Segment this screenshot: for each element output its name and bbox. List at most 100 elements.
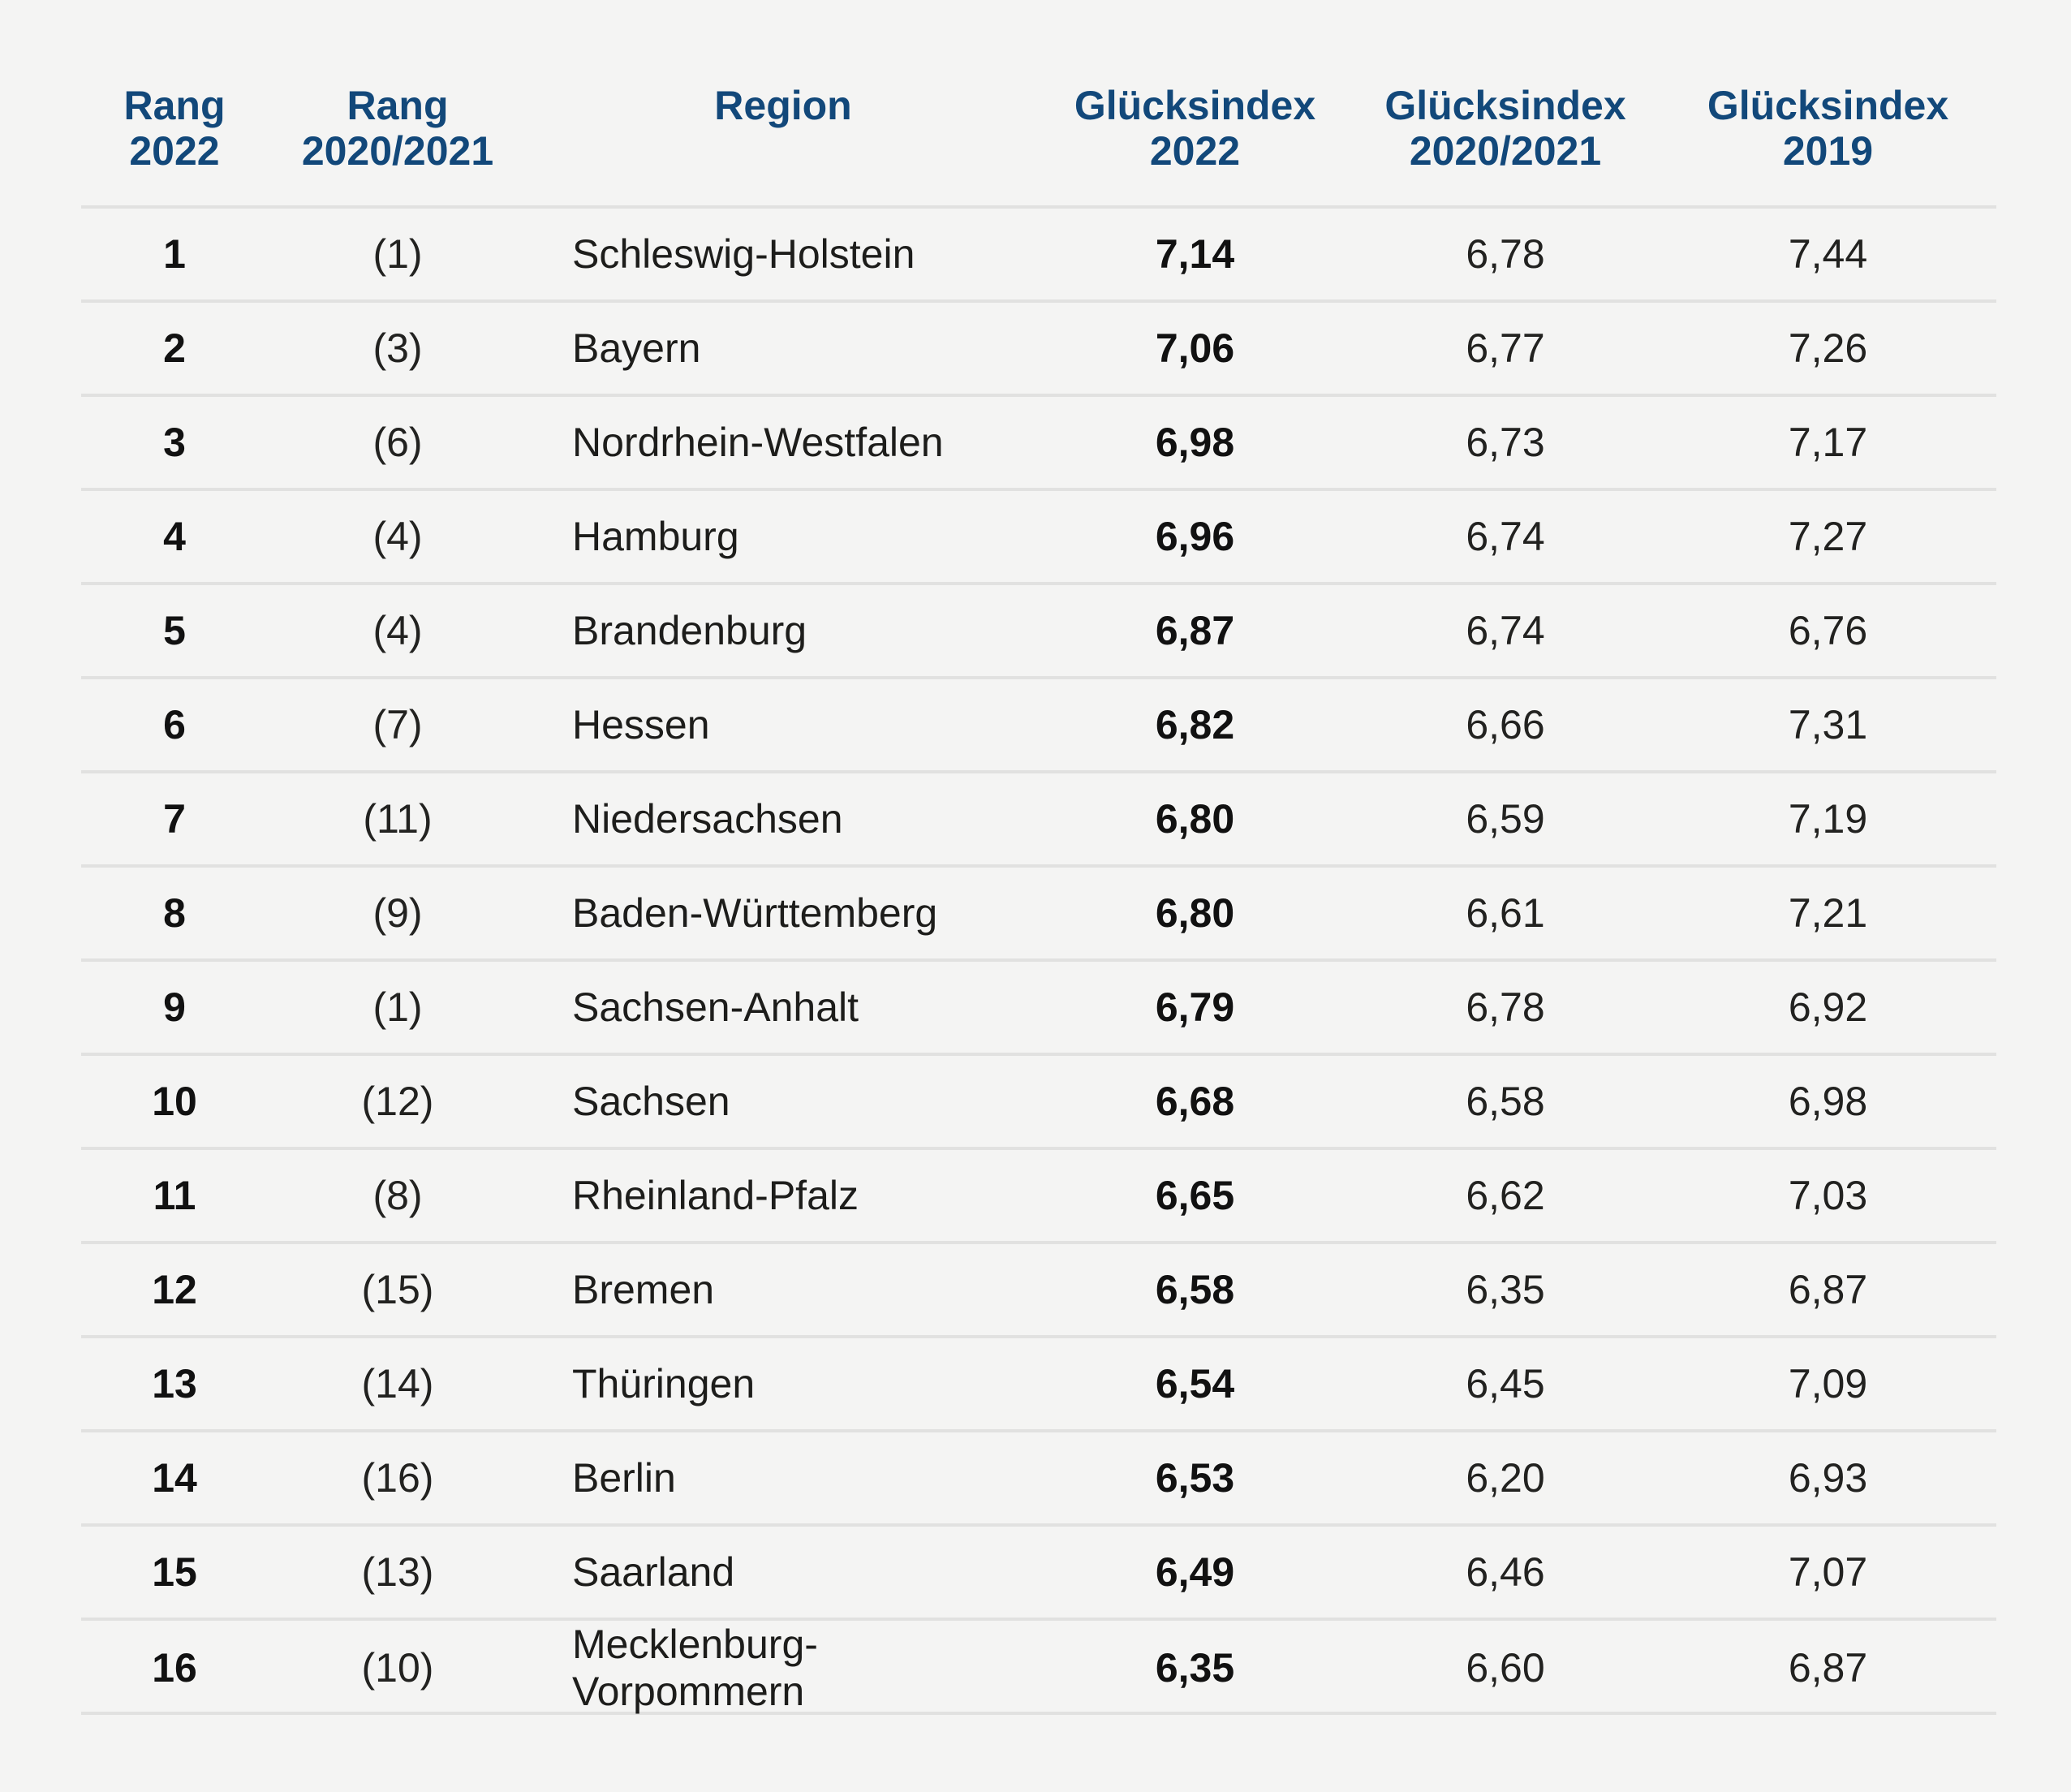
rank-2020-2021: (16) xyxy=(361,1455,434,1501)
gluecksindex-2020-2021: 6,20 xyxy=(1466,1455,1545,1501)
header-line: 2022 xyxy=(129,128,220,174)
rank-2022: 11 xyxy=(153,1173,196,1218)
rank-2020-2021: (4) xyxy=(372,608,423,653)
gluecksindex-2022: 6,54 xyxy=(1155,1361,1235,1406)
gluecksindex-2022: 6,65 xyxy=(1155,1173,1235,1218)
gluecksindex-2019: 6,92 xyxy=(1788,984,1868,1030)
gluecksindex-2022: 7,14 xyxy=(1155,231,1235,277)
gluecksindex-2022: 6,82 xyxy=(1155,702,1235,747)
region-name: Hamburg xyxy=(572,514,739,559)
table-row: 11 (8) Rheinland-Pfalz 6,65 6,62 7,03 xyxy=(81,1150,1996,1244)
region-name: Nordrhein-Westfalen xyxy=(572,420,944,465)
rank-2020-2021: (7) xyxy=(372,702,423,747)
gluecksindex-2019: 7,19 xyxy=(1788,796,1868,842)
gluecksindex-2020-2021: 6,60 xyxy=(1466,1645,1545,1691)
header-line: Rang xyxy=(123,83,226,128)
gluecksindex-2019: 7,31 xyxy=(1788,702,1868,747)
gluecksindex-2019: 7,07 xyxy=(1788,1549,1868,1595)
rank-2022: 14 xyxy=(152,1455,197,1501)
region-name: Brandenburg xyxy=(572,608,807,653)
region-name: Niedersachsen xyxy=(572,796,843,842)
rank-2022: 4 xyxy=(163,514,186,559)
header-line: 2020/2021 xyxy=(301,128,494,174)
rank-2020-2021: (11) xyxy=(363,796,433,842)
region-name: Thüringen xyxy=(572,1361,756,1406)
gluecksindex-2020-2021: 6,46 xyxy=(1466,1549,1545,1595)
region-name: Sachsen xyxy=(572,1079,730,1124)
header-line: Rang xyxy=(347,83,449,128)
table-row: 2 (3) Bayern 7,06 6,77 7,26 xyxy=(81,303,1996,397)
table-row: 7 (11) Niedersachsen 6,80 6,59 7,19 xyxy=(81,773,1996,868)
column-header-rang-2020-2021: Rang 2020/2021 xyxy=(268,83,527,174)
rank-2020-2021: (1) xyxy=(372,231,423,277)
gluecksindex-2022: 6,53 xyxy=(1155,1455,1235,1501)
gluecksindex-2019: 6,76 xyxy=(1788,608,1868,653)
rank-2020-2021: (8) xyxy=(372,1173,423,1218)
region-name: Rheinland-Pfalz xyxy=(572,1173,859,1218)
table-row: 6 (7) Hessen 6,82 6,66 7,31 xyxy=(81,679,1996,773)
header-line: Glücksindex xyxy=(1074,83,1316,128)
region-name: Bremen xyxy=(572,1267,715,1312)
rank-2022: 5 xyxy=(163,608,186,653)
gluecksindex-2020-2021: 6,78 xyxy=(1466,984,1545,1030)
gluecksindex-2019: 7,21 xyxy=(1788,890,1868,936)
rank-2020-2021: (13) xyxy=(361,1549,434,1595)
gluecksindex-2022: 6,58 xyxy=(1155,1267,1235,1312)
header-line: 2022 xyxy=(1149,128,1241,174)
rank-2022: 8 xyxy=(163,890,186,936)
table-row: 1 (1) Schleswig-Holstein 7,14 6,78 7,44 xyxy=(81,209,1996,303)
column-header-gluecksindex-2020-2021: Glücksindex 2020/2021 xyxy=(1351,83,1660,174)
column-header-gluecksindex-2019: Glücksindex 2019 xyxy=(1660,83,1996,174)
table-row: 10 (12) Sachsen 6,68 6,58 6,98 xyxy=(81,1056,1996,1150)
gluecksindex-2020-2021: 6,58 xyxy=(1466,1079,1545,1124)
table-row: 4 (4) Hamburg 6,96 6,74 7,27 xyxy=(81,491,1996,585)
gluecksindex-2019: 7,09 xyxy=(1788,1361,1868,1406)
table-row: 12 (15) Bremen 6,58 6,35 6,87 xyxy=(81,1244,1996,1338)
column-header-region: Region xyxy=(527,83,1039,174)
gluecksindex-2020-2021: 6,59 xyxy=(1466,796,1545,842)
rank-2022: 9 xyxy=(163,984,186,1030)
gluecksindex-2022: 6,68 xyxy=(1155,1079,1235,1124)
gluecksindex-2020-2021: 6,74 xyxy=(1466,608,1545,653)
gluecksindex-2019: 7,26 xyxy=(1788,325,1868,371)
region-name: Saarland xyxy=(572,1549,735,1595)
header-line xyxy=(527,128,1039,174)
region-name: Mecklenburg-Vorpommern xyxy=(572,1622,818,1714)
gluecksindex-2019: 6,93 xyxy=(1788,1455,1868,1501)
gluecksindex-2020-2021: 6,74 xyxy=(1466,514,1545,559)
column-header-rang-2022: Rang 2022 xyxy=(81,83,268,174)
gluecksindex-2019: 7,17 xyxy=(1788,420,1868,465)
table-row: 3 (6) Nordrhein-Westfalen 6,98 6,73 7,17 xyxy=(81,397,1996,491)
table-row: 8 (9) Baden-Württemberg 6,80 6,61 7,21 xyxy=(81,868,1996,962)
table-row: 14 (16) Berlin 6,53 6,20 6,93 xyxy=(81,1432,1996,1527)
gluecksindex-2019: 6,87 xyxy=(1788,1645,1868,1691)
gluecksindex-2022: 6,96 xyxy=(1155,514,1235,559)
rank-2020-2021: (10) xyxy=(361,1645,434,1691)
column-header-gluecksindex-2022: Glücksindex 2022 xyxy=(1039,83,1351,174)
gluecksindex-2020-2021: 6,62 xyxy=(1466,1173,1545,1218)
gluecksindex-2022: 6,98 xyxy=(1155,420,1235,465)
region-name: Sachsen-Anhalt xyxy=(572,984,859,1030)
table-header-row: Rang 2022 Rang 2020/2021 Region Glücksin… xyxy=(81,0,1996,209)
gluecksindex-2019: 6,87 xyxy=(1788,1267,1868,1312)
gluecksindex-2022: 6,49 xyxy=(1155,1549,1235,1595)
header-line: 2020/2021 xyxy=(1409,128,1602,174)
rank-2020-2021: (15) xyxy=(361,1267,434,1312)
happiness-index-table: Rang 2022 Rang 2020/2021 Region Glücksin… xyxy=(81,0,1996,1715)
gluecksindex-2019: 6,98 xyxy=(1788,1079,1868,1124)
rank-2020-2021: (6) xyxy=(372,420,423,465)
gluecksindex-2022: 6,35 xyxy=(1155,1645,1235,1691)
gluecksindex-2019: 7,03 xyxy=(1788,1173,1868,1218)
gluecksindex-2019: 7,27 xyxy=(1788,514,1868,559)
gluecksindex-2022: 6,79 xyxy=(1155,984,1235,1030)
rank-2022: 1 xyxy=(163,231,186,277)
rank-2022: 10 xyxy=(152,1079,197,1124)
header-line: Glücksindex xyxy=(1707,83,1949,128)
gluecksindex-2020-2021: 6,61 xyxy=(1466,890,1545,936)
table-row: 9 (1) Sachsen-Anhalt 6,79 6,78 6,92 xyxy=(81,962,1996,1056)
gluecksindex-2019: 7,44 xyxy=(1788,231,1868,277)
region-name: Bayern xyxy=(572,325,701,371)
rank-2022: 13 xyxy=(152,1361,197,1406)
region-name: Baden-Württemberg xyxy=(572,890,938,936)
header-line: Region xyxy=(714,83,852,128)
